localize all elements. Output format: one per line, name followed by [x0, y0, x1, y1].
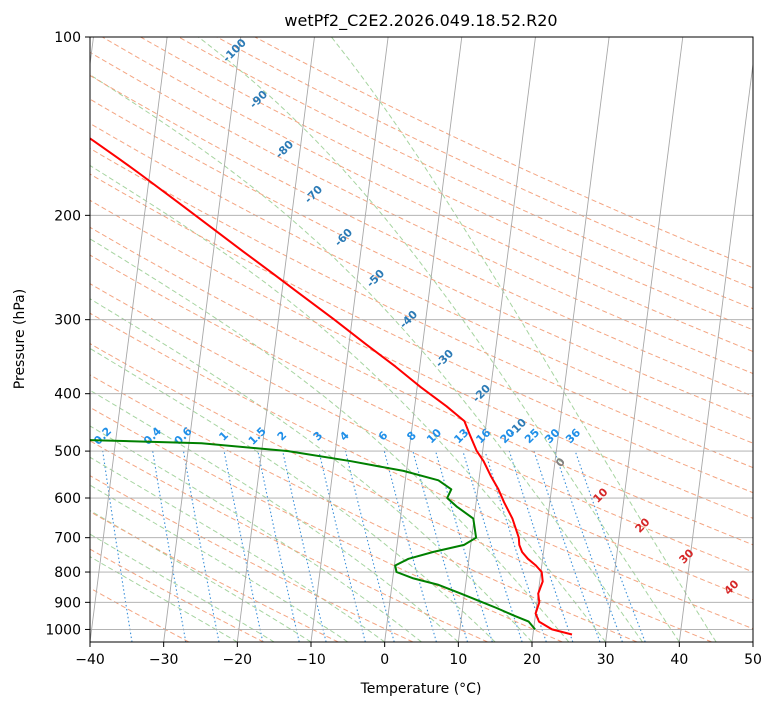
- x-tick-label: −40: [75, 652, 105, 668]
- dry-adiabat-line: [90, 226, 753, 546]
- dewpoint-profile-line: [90, 439, 536, 631]
- isotherm-line: [531, 37, 610, 642]
- dry-adiabat-line: [90, 511, 339, 642]
- x-tick-label: −20: [223, 652, 253, 668]
- isotherm-line: [236, 37, 315, 642]
- mixing-ratio-line: [182, 451, 220, 642]
- dry-adiabat-line: [90, 98, 753, 421]
- y-tick-label: 1000: [45, 622, 81, 638]
- mixing-ratio-line: [257, 450, 300, 642]
- x-tick-label: 20: [523, 652, 541, 668]
- isotherms: [90, 37, 753, 642]
- mixing-ratio-line: [152, 451, 187, 642]
- x-tick-label: 40: [670, 652, 688, 668]
- dry-adiabat-line: [90, 475, 414, 642]
- dry-adiabat-line: [90, 374, 638, 642]
- moist-adiabat-line: [331, 37, 717, 642]
- y-axis-label: Pressure (hPa): [12, 289, 28, 389]
- plot-frame: [89, 36, 754, 643]
- dry-adiabat-line: [90, 406, 563, 642]
- moist-adiabat-line: [90, 484, 349, 642]
- y-tick-label: 600: [54, 491, 81, 507]
- isobars: [90, 37, 753, 630]
- moist-adiabat-line: [90, 556, 238, 642]
- y-tick-label: 900: [54, 595, 81, 611]
- moist-adiabat-line: [90, 164, 607, 642]
- moist-adiabat-line: [198, 37, 680, 642]
- isotherm-line: [384, 37, 463, 642]
- dry-adiabat-line: [90, 147, 753, 469]
- moist-adiabat-line: [90, 298, 533, 642]
- y-tick-label: 300: [54, 313, 81, 329]
- dry-adiabat-line: [90, 254, 753, 573]
- y-tick-label: 200: [54, 208, 81, 224]
- profiles: [90, 137, 573, 636]
- x-tick-label: 0: [380, 652, 389, 668]
- y-tick-label: 700: [54, 531, 81, 547]
- mixing-ratio-line: [318, 450, 366, 642]
- y-tick-label: 100: [54, 30, 81, 46]
- dry-adiabat-line: [90, 122, 753, 444]
- x-axis-ticks: −40 −30 −20 −10 0 10 20 30 40 50: [75, 642, 762, 668]
- chart-title: wetPf2_C2E2.2026.049.18.52.R20: [284, 11, 557, 31]
- y-tick-label: 800: [54, 565, 81, 581]
- x-tick-label: 50: [744, 652, 762, 668]
- mixing-ratio-line: [344, 450, 395, 642]
- moist-adiabat-line: [90, 347, 496, 642]
- mixing-ratio-line: [223, 450, 264, 642]
- mixing-ratio-line: [553, 450, 623, 642]
- moist-adiabats: [90, 37, 717, 642]
- moist-adiabat-line: [90, 533, 275, 642]
- moist-adiabat-line: [90, 238, 570, 642]
- y-tick-label: 400: [54, 387, 81, 403]
- x-tick-label: 10: [449, 652, 467, 668]
- y-tick-label: 500: [54, 444, 81, 460]
- temperature-profile-line: [90, 137, 573, 636]
- moist-adiabat-line: [90, 74, 643, 642]
- x-tick-label: 30: [597, 652, 615, 668]
- y-axis-ticks: 100 200 300 400 500 600 700 800 900 1000: [45, 30, 90, 638]
- dry-adiabat-line: [254, 37, 753, 269]
- isotherm-line: [90, 37, 168, 642]
- moist-adiabat-line: [90, 425, 422, 642]
- x-tick-label: −30: [149, 652, 179, 668]
- dry-adiabat-line: [90, 440, 488, 642]
- isotherm-line: [678, 60, 753, 642]
- dry-adiabat-line: [90, 283, 753, 601]
- isotherm-line: [163, 37, 242, 642]
- moist-adiabat-line: [90, 389, 459, 642]
- x-tick-label: −10: [296, 652, 326, 668]
- dry-adiabat-line: [102, 37, 753, 353]
- isotherm-line: [605, 37, 684, 642]
- plot-area: [90, 37, 753, 642]
- dry-adiabat-line: [216, 37, 753, 289]
- dry-adiabat-line: [90, 51, 753, 375]
- isotherm-line: [310, 37, 389, 642]
- mixing-ratio-line: [533, 450, 601, 642]
- mixing-ratio-line: [102, 451, 133, 642]
- x-axis-label: Temperature (°C): [360, 681, 482, 697]
- mixing-ratio-line: [574, 450, 646, 642]
